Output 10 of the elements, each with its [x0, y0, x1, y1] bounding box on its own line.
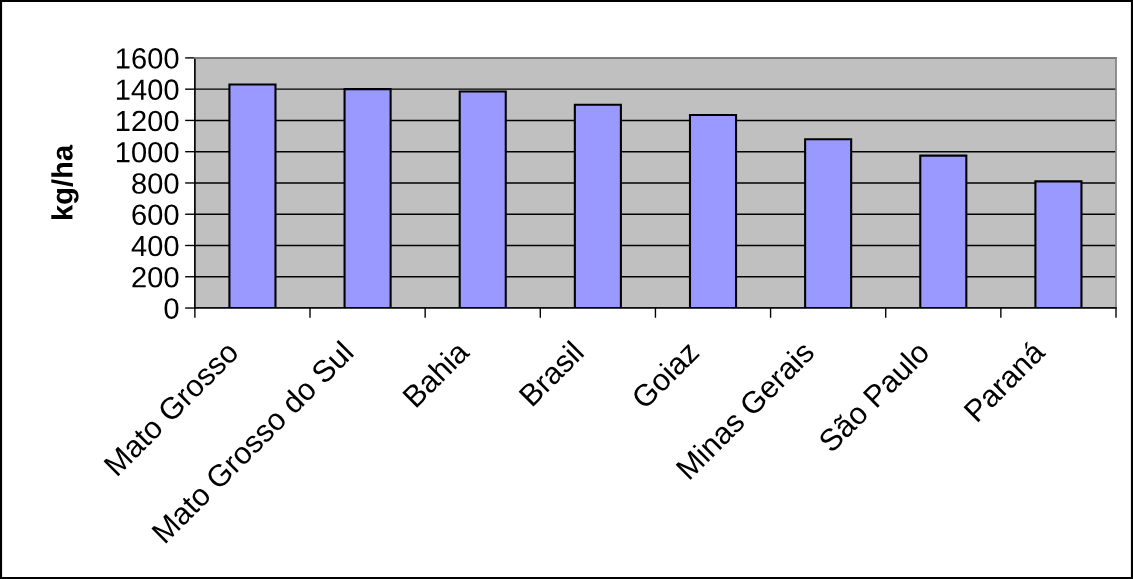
y-tick-label: 1200 [116, 110, 179, 132]
y-tick-label: 1400 [116, 79, 179, 101]
y-tick-label: 600 [132, 204, 179, 226]
y-tick-label: 400 [131, 235, 179, 257]
y-tick-label: 1000 [116, 141, 179, 163]
y-tick-label: 200 [132, 266, 179, 288]
y-tick-label: 0 [164, 298, 179, 319]
y-axis-title: kg/ha [51, 144, 79, 220]
y-tick-label: 800 [132, 173, 179, 194]
y-tick-label: 1600 [116, 48, 179, 69]
